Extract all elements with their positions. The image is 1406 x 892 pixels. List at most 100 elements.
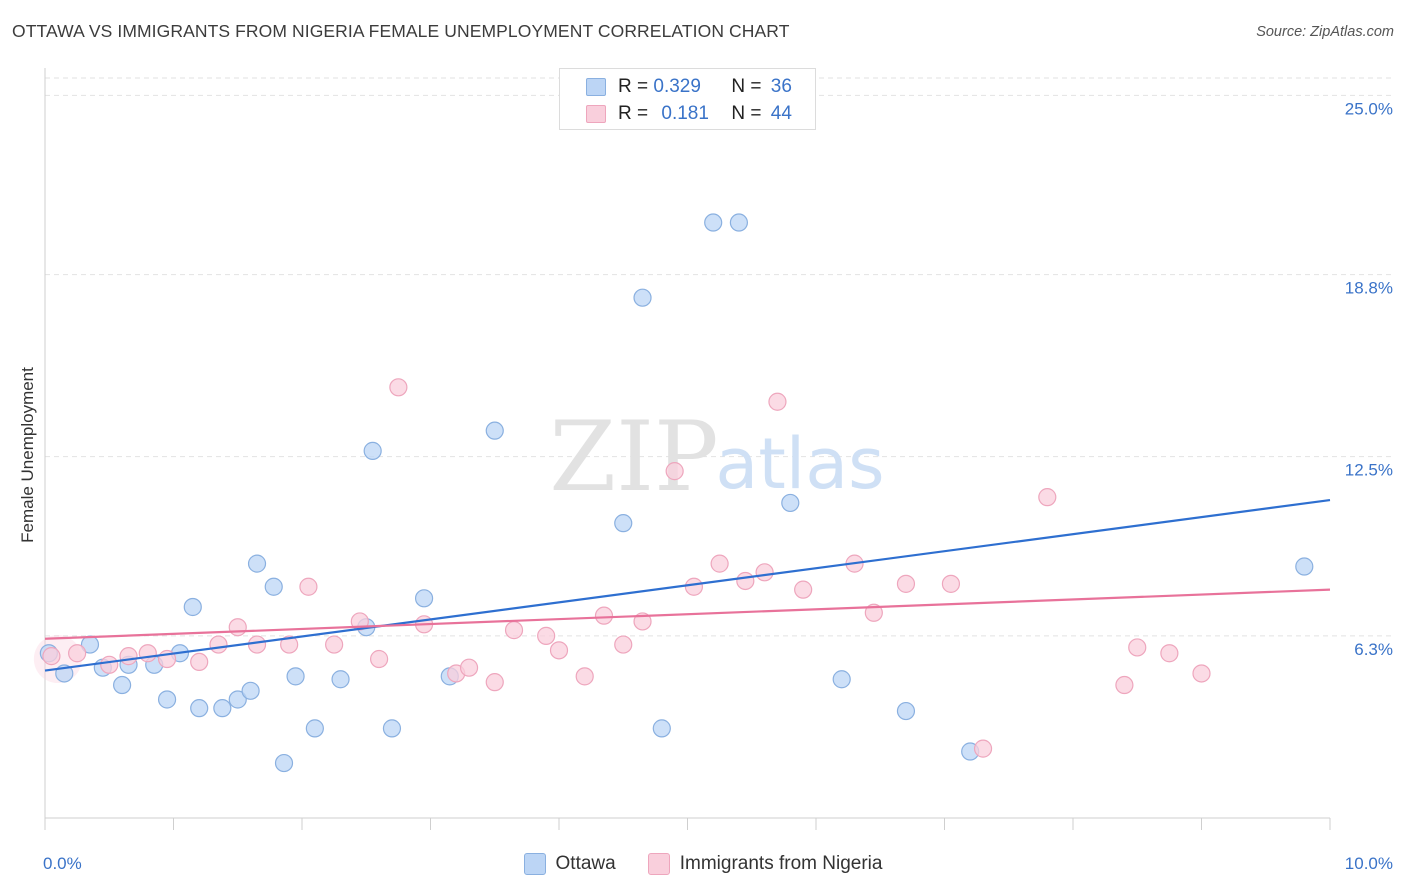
nigeria-point xyxy=(42,647,61,666)
nigeria-point xyxy=(1038,488,1057,507)
legend-label-nigeria: Immigrants from Nigeria xyxy=(679,853,883,874)
legend-n-label: N = xyxy=(731,76,767,97)
legend-r-value: 0.181 xyxy=(661,103,709,124)
nigeria-point xyxy=(247,635,267,654)
ottawa-point xyxy=(652,719,671,738)
nigeria-point xyxy=(68,644,87,663)
nigeria-point xyxy=(485,673,504,692)
nigeria-point xyxy=(710,554,729,573)
legend-n-label: N = xyxy=(731,103,767,124)
nigeria-point xyxy=(504,621,524,640)
ottawa-point xyxy=(286,667,305,686)
legend-swatch-ottawa xyxy=(523,853,546,875)
x-tick-label: 10.0% xyxy=(1345,854,1393,873)
nigeria-point xyxy=(389,378,408,397)
series-legend: Ottawa Immigrants from Nigeria xyxy=(0,850,1406,878)
legend-n-value: 44 xyxy=(770,103,792,124)
nigeria-trend-line xyxy=(44,588,1331,640)
nigeria-point xyxy=(325,635,344,654)
ottawa-point xyxy=(183,597,202,617)
nigeria-point xyxy=(864,603,883,622)
axes xyxy=(44,68,1331,830)
nigeria-point xyxy=(549,641,569,660)
legend-n-value: 36 xyxy=(770,76,792,97)
ottawa-point xyxy=(228,690,247,709)
legend-item-nigeria[interactable]: Immigrants from Nigeria xyxy=(647,853,883,875)
watermark-atlas: atlas xyxy=(715,423,884,505)
nigeria-point xyxy=(794,580,813,599)
ottawa-point xyxy=(832,670,851,689)
y-tick-label: 12.5% xyxy=(1345,461,1393,480)
legend-item-ottawa[interactable]: Ottawa xyxy=(523,853,616,875)
ottawa-point xyxy=(190,699,209,718)
nigeria-point xyxy=(119,647,138,666)
ottawa-point xyxy=(363,441,382,460)
nigeria-point xyxy=(755,563,774,582)
ottawa-point xyxy=(305,719,324,738)
source-label: Source: ZipAtlas.com xyxy=(1256,24,1394,40)
ottawa-point xyxy=(781,493,800,513)
nigeria-point xyxy=(736,571,755,591)
nigeria-point xyxy=(1160,644,1179,663)
nigeria-point xyxy=(684,577,704,596)
grid-lines xyxy=(45,77,1392,637)
ottawa-point xyxy=(1295,557,1314,576)
legend-swatch-nigeria xyxy=(586,105,606,123)
correlation-legend: R = 0.329 N = 36 R = 0.181 N = 44 xyxy=(559,68,816,130)
nigeria-point xyxy=(100,655,119,674)
legend-r-label: R = xyxy=(618,76,654,97)
nigeria-point xyxy=(190,652,209,672)
nigeria-point xyxy=(1115,675,1134,695)
nigeria-point xyxy=(594,606,614,625)
legend-r-value: 0.329 xyxy=(653,76,701,97)
legend-r-label: R = xyxy=(618,103,654,124)
nigeria-point xyxy=(370,649,389,669)
ottawa-point xyxy=(614,514,633,533)
ottawa-point xyxy=(896,701,916,721)
ottawa-point xyxy=(213,699,232,718)
ottawa-point xyxy=(414,589,434,608)
ottawa-point xyxy=(247,554,267,573)
nigeria-point xyxy=(768,392,787,411)
ottawa-trend-line xyxy=(44,498,1331,672)
ottawa-point xyxy=(729,213,749,232)
nigeria-point xyxy=(1192,664,1211,683)
ottawa-point xyxy=(704,213,723,232)
nigeria-point xyxy=(228,618,247,637)
nigeria-point xyxy=(138,644,157,663)
ottawa-point xyxy=(331,670,350,689)
y-tick-label: 6.3% xyxy=(1354,640,1393,659)
nigeria-point xyxy=(299,577,318,596)
ottawa-point xyxy=(485,421,504,440)
ottawa-point xyxy=(112,675,132,695)
legend-swatch-nigeria xyxy=(647,853,670,875)
chart-title: OTTAWA VS IMMIGRANTS FROM NIGERIA FEMALE… xyxy=(12,21,790,41)
y-tick-label: 25.0% xyxy=(1345,99,1393,118)
legend-label-ottawa: Ottawa xyxy=(555,853,616,874)
trend-lines xyxy=(44,498,1331,672)
nigeria-point xyxy=(1128,638,1147,657)
nigeria-point xyxy=(665,462,684,481)
nigeria-point xyxy=(614,635,633,654)
nigeria-point xyxy=(459,658,479,677)
watermark-zip: ZIP xyxy=(549,401,718,513)
nigeria-point xyxy=(209,635,228,654)
x-tick-label: 0.0% xyxy=(43,854,82,873)
y-tick-label: 18.8% xyxy=(1345,279,1393,298)
ottawa-point xyxy=(382,719,402,738)
ottawa-point xyxy=(274,753,294,773)
ottawa-point xyxy=(241,681,260,700)
nigeria-point xyxy=(575,667,594,686)
ottawa-point xyxy=(264,577,283,596)
nigeria-point xyxy=(896,574,916,593)
nigeria-point xyxy=(941,574,961,593)
legend-swatch-ottawa xyxy=(586,78,606,96)
watermark: ZIP atlas xyxy=(549,401,884,513)
legend-row-ottawa: R = 0.329 N = 36 xyxy=(586,75,792,99)
ottawa-point xyxy=(157,690,177,709)
nigeria-point xyxy=(973,739,993,758)
tick-labels: 6.3% 12.5% 18.8% 25.0% 0.0% 10.0% xyxy=(43,99,1393,873)
nigeria-point xyxy=(537,626,556,645)
y-axis-label: Female Unemployment xyxy=(18,367,37,543)
